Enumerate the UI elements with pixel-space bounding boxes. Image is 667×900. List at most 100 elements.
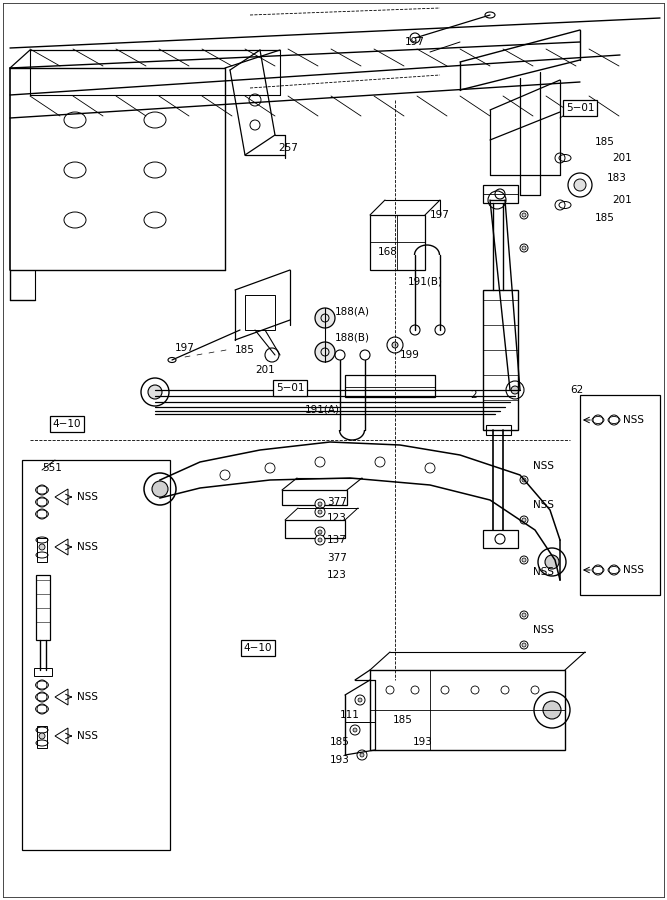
Bar xyxy=(483,290,518,430)
Circle shape xyxy=(315,342,335,362)
Ellipse shape xyxy=(485,12,495,18)
Text: 377: 377 xyxy=(327,497,347,507)
Text: 5−01: 5−01 xyxy=(275,383,304,393)
Circle shape xyxy=(358,698,362,702)
Circle shape xyxy=(318,502,322,506)
Text: NSS: NSS xyxy=(77,492,98,502)
Circle shape xyxy=(315,308,335,328)
Circle shape xyxy=(37,485,47,495)
Circle shape xyxy=(350,725,360,735)
Ellipse shape xyxy=(36,552,48,558)
Circle shape xyxy=(37,704,47,714)
Circle shape xyxy=(37,680,47,690)
Circle shape xyxy=(315,535,325,545)
Bar xyxy=(34,668,52,676)
Text: 62: 62 xyxy=(570,385,583,395)
Text: NSS: NSS xyxy=(533,500,554,510)
Circle shape xyxy=(522,478,526,482)
Circle shape xyxy=(435,325,445,335)
Circle shape xyxy=(353,728,357,732)
Text: 123: 123 xyxy=(327,570,347,580)
Text: 4−10: 4−10 xyxy=(53,419,81,429)
Circle shape xyxy=(355,695,365,705)
Bar xyxy=(345,375,435,397)
Bar xyxy=(370,215,425,270)
Circle shape xyxy=(520,556,528,564)
Circle shape xyxy=(360,350,370,360)
Text: 201: 201 xyxy=(612,195,632,205)
Circle shape xyxy=(522,213,526,217)
Circle shape xyxy=(315,499,325,509)
Circle shape xyxy=(392,342,398,348)
Text: NSS: NSS xyxy=(77,542,98,552)
Circle shape xyxy=(609,565,619,575)
Circle shape xyxy=(545,555,559,569)
Circle shape xyxy=(152,481,168,497)
Circle shape xyxy=(593,415,603,425)
Bar xyxy=(36,575,50,640)
Text: 185: 185 xyxy=(595,137,615,147)
Text: NSS: NSS xyxy=(533,461,554,471)
Text: 257: 257 xyxy=(278,143,298,153)
Text: NSS: NSS xyxy=(623,565,644,575)
Text: 183: 183 xyxy=(607,173,627,183)
Text: 5−01: 5−01 xyxy=(566,103,594,113)
Circle shape xyxy=(555,153,565,163)
Ellipse shape xyxy=(168,357,176,363)
Circle shape xyxy=(318,538,322,542)
Bar xyxy=(483,185,518,203)
Circle shape xyxy=(37,692,47,702)
Circle shape xyxy=(315,527,325,537)
Circle shape xyxy=(148,385,162,399)
Circle shape xyxy=(410,33,420,43)
Circle shape xyxy=(522,246,526,250)
Bar xyxy=(285,520,345,538)
Circle shape xyxy=(410,325,420,335)
Circle shape xyxy=(357,750,367,760)
Circle shape xyxy=(555,200,565,210)
Bar xyxy=(37,726,47,748)
Circle shape xyxy=(543,701,561,719)
Circle shape xyxy=(37,509,47,519)
Circle shape xyxy=(37,497,47,507)
Bar xyxy=(370,670,565,750)
Text: 199: 199 xyxy=(400,350,420,360)
Bar xyxy=(282,490,347,505)
Text: NSS: NSS xyxy=(533,625,554,635)
Circle shape xyxy=(520,211,528,219)
Text: 188(B): 188(B) xyxy=(335,333,370,343)
Circle shape xyxy=(522,643,526,647)
Text: 185: 185 xyxy=(595,213,615,223)
Circle shape xyxy=(511,386,519,394)
Text: 168: 168 xyxy=(378,247,398,257)
Text: 197: 197 xyxy=(175,343,195,353)
Text: 185: 185 xyxy=(393,715,413,725)
Text: 123: 123 xyxy=(327,513,347,523)
Circle shape xyxy=(360,753,364,757)
Circle shape xyxy=(520,641,528,649)
Text: 201: 201 xyxy=(612,153,632,163)
Bar xyxy=(37,538,47,562)
Circle shape xyxy=(574,179,586,191)
Circle shape xyxy=(318,530,322,534)
Circle shape xyxy=(520,611,528,619)
Circle shape xyxy=(335,350,345,360)
Bar xyxy=(580,395,660,595)
Ellipse shape xyxy=(36,727,48,733)
Circle shape xyxy=(522,518,526,522)
Text: NSS: NSS xyxy=(77,692,98,702)
Circle shape xyxy=(522,613,526,617)
Text: 111: 111 xyxy=(340,710,360,720)
Ellipse shape xyxy=(36,740,48,746)
Text: 137: 137 xyxy=(327,535,347,545)
Circle shape xyxy=(520,476,528,484)
Text: 551: 551 xyxy=(42,463,62,473)
Text: 185: 185 xyxy=(330,737,350,747)
Circle shape xyxy=(39,733,45,739)
Text: 185: 185 xyxy=(235,345,255,355)
Circle shape xyxy=(39,544,45,550)
Circle shape xyxy=(520,244,528,252)
Circle shape xyxy=(522,558,526,562)
Text: 191(B): 191(B) xyxy=(408,277,443,287)
Circle shape xyxy=(315,507,325,517)
